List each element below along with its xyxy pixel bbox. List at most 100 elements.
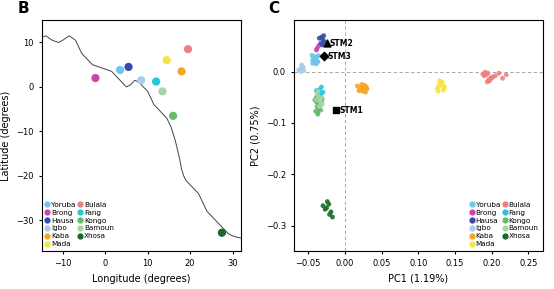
Point [323,199,332,204]
Point [168,114,177,118]
Point [309,55,318,60]
Point [312,88,321,93]
Point [116,68,125,72]
Point [316,103,325,108]
Point [310,60,319,65]
Point [317,99,326,103]
Point [308,58,317,63]
Point [316,108,325,112]
Point [311,56,320,61]
Point [314,89,322,93]
Point [91,76,100,80]
Point [298,64,307,69]
Point [439,86,448,90]
Point [314,60,322,64]
Point [316,41,325,46]
Point [359,85,368,89]
Point [300,68,309,73]
Point [315,103,324,107]
Point [177,69,186,74]
Point [218,230,227,235]
Point [495,71,504,75]
Point [312,62,321,66]
Point [362,85,371,89]
Point [297,63,306,67]
Point [440,85,449,89]
Point [355,88,363,93]
Point [319,38,327,42]
Point [317,99,326,104]
Point [332,108,341,112]
Point [489,75,497,79]
Point [315,36,324,40]
Point [325,212,334,217]
Point [316,91,325,96]
Point [438,81,447,86]
Point [487,76,496,81]
Point [314,110,322,115]
Point [318,42,327,47]
X-axis label: PC1 (1.19%): PC1 (1.19%) [388,274,448,284]
Point [317,95,326,100]
Point [309,54,318,59]
Point [439,88,448,92]
Point [312,48,321,52]
Point [312,98,321,102]
Text: STM3: STM3 [327,52,351,61]
Point [312,58,321,62]
Y-axis label: Latitude (degrees): Latitude (degrees) [1,91,11,181]
Legend: Yoruba, Brong, Hausa, Igbo, Kaba, Mada, Bulala, Fang, Kongo, Bamoun, Xhosa: Yoruba, Brong, Hausa, Igbo, Kaba, Mada, … [45,201,115,248]
Point [299,65,307,70]
Point [358,89,367,93]
Point [319,90,327,95]
Point [433,86,442,91]
Point [320,40,329,44]
Point [491,73,500,78]
Point [362,87,371,91]
X-axis label: Longitude (degrees): Longitude (degrees) [92,274,191,284]
Point [486,75,495,80]
Point [325,202,334,206]
Point [484,71,493,75]
Point [357,86,366,90]
Point [315,93,324,98]
Text: STM1: STM1 [339,106,363,115]
Point [183,47,192,51]
Point [152,79,161,84]
Point [316,103,325,107]
Point [137,78,146,83]
Point [318,97,327,101]
Point [314,112,322,116]
Point [314,44,323,48]
Point [356,87,365,92]
Point [312,104,321,109]
Point [158,89,167,94]
Point [296,69,305,74]
Point [360,86,368,90]
Point [478,72,487,77]
Point [321,207,330,212]
Point [307,53,316,58]
Point [361,90,370,95]
Point [312,98,321,102]
Point [312,46,321,51]
Point [482,72,491,77]
Point [480,70,489,75]
Point [498,76,507,81]
Point [311,109,320,114]
Point [316,99,325,104]
Y-axis label: PC2 (0.75%): PC2 (0.75%) [250,105,260,166]
Point [310,55,319,60]
Point [480,73,489,78]
Point [310,57,319,62]
Point [312,91,321,96]
Point [319,33,328,38]
Point [311,59,320,64]
Point [316,102,325,106]
Point [312,58,321,63]
Point [314,107,323,112]
Point [315,87,324,92]
Text: B: B [18,1,29,16]
Point [322,41,331,46]
Legend: Yoruba, Brong, Hausa, Igbo, Kaba, Mada, Bulala, Fang, Kongo, Bamoun, Xhosa: Yoruba, Brong, Hausa, Igbo, Kaba, Mada, … [470,201,539,248]
